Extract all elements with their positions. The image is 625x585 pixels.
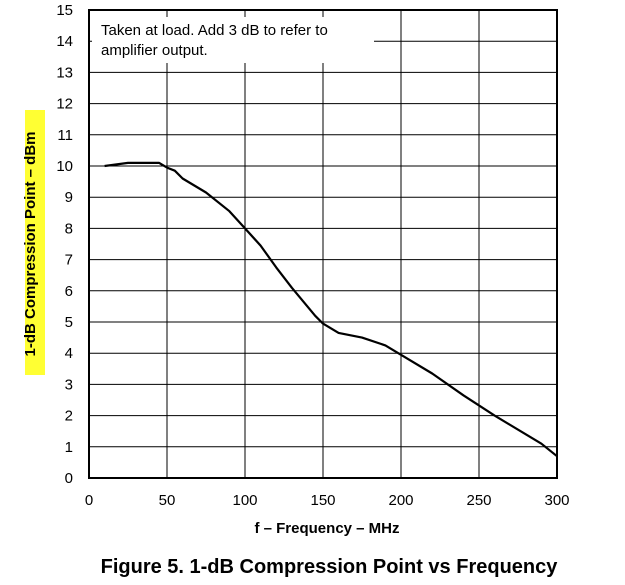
y-axis-label: 1-dB Compression Point – dBm: [22, 131, 39, 356]
x-tick-label: 200: [388, 492, 413, 509]
x-tick-labels: 0 50 100 150 200 250 300: [85, 492, 570, 509]
x-axis-label: f – Frequency – MHz: [254, 520, 399, 537]
y-tick-label: 0: [65, 470, 73, 487]
x-tick-label: 100: [232, 492, 257, 509]
y-tick-label: 8: [65, 220, 73, 237]
x-tick-label: 0: [85, 492, 93, 509]
x-tick-label: 300: [544, 492, 569, 509]
x-tick-label: 50: [159, 492, 176, 509]
y-tick-label: 2: [65, 408, 73, 425]
y-tick-label: 7: [65, 252, 73, 269]
annotation: Taken at load. Add 3 dB to refer to ampl…: [92, 17, 374, 63]
y-tick-label: 11: [57, 127, 73, 144]
y-tick-label: 10: [56, 158, 73, 175]
annotation-background: [92, 17, 374, 63]
y-tick-label: 3: [65, 376, 73, 393]
data-line: [104, 161, 558, 458]
y-tick-label: 15: [56, 2, 73, 19]
y-axis-label-group: 1-dB Compression Point – dBm: [22, 110, 45, 375]
y-tick-label: 14: [56, 33, 73, 50]
y-axis-label-highlight: [25, 110, 45, 375]
y-tick-label: 12: [56, 96, 73, 113]
plot-frame: [88, 9, 558, 479]
y-tick-label: 4: [65, 345, 73, 362]
x-tick-label: 250: [466, 492, 491, 509]
y-tick-label: 6: [65, 283, 73, 300]
annotation-line-1: Taken at load. Add 3 dB to refer to: [101, 22, 328, 39]
y-tick-label: 9: [65, 189, 73, 206]
figure-caption: Figure 5. 1-dB Compression Point vs Freq…: [101, 556, 559, 578]
grid: [88, 9, 558, 479]
y-tick-label: 13: [56, 64, 73, 81]
y-tick-label: 1: [65, 439, 73, 456]
y-tick-label: 5: [65, 314, 73, 331]
annotation-line-2: amplifier output.: [101, 42, 208, 59]
x-tick-label: 150: [310, 492, 335, 509]
